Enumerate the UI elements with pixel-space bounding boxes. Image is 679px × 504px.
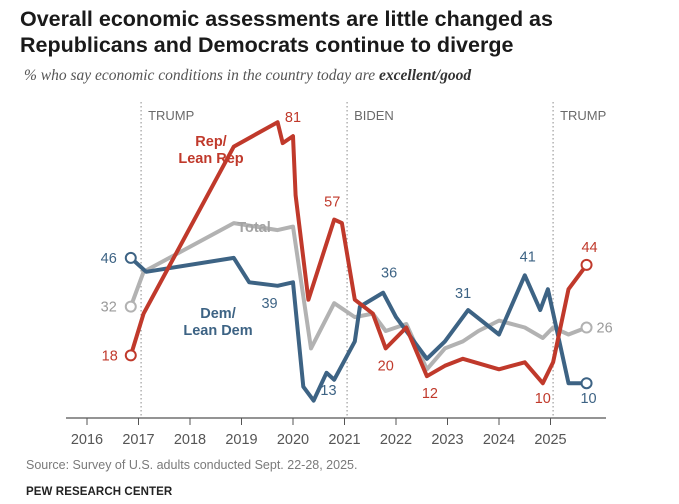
- x-tick-label: 2021: [328, 432, 360, 448]
- data-label-total: 32: [101, 300, 117, 316]
- data-label-dem: 41: [520, 249, 536, 265]
- endpoint-marker-dem: [124, 251, 137, 264]
- series-name-line: Dem/: [200, 306, 235, 322]
- period-label: TRUMP: [148, 108, 194, 123]
- pew-footer: PEW RESEARCH CENTER: [26, 486, 173, 498]
- data-label-rep: 10: [535, 391, 551, 407]
- x-tick-label: 2016: [71, 432, 103, 448]
- data-label-dem: 46: [101, 251, 117, 267]
- data-label-total: 26: [597, 321, 613, 337]
- data-label-dem: 13: [320, 383, 336, 399]
- data-label-rep: 57: [324, 195, 340, 211]
- x-tick-label: 2020: [277, 432, 309, 448]
- series-name-line: Lean Rep: [178, 151, 243, 167]
- x-axis: 2016 2017 2018 2019 2020 2021 2022 2023 2024 2025: [66, 417, 606, 448]
- data-label-rep: 18: [102, 348, 118, 364]
- series-line-rep: [128, 120, 589, 386]
- data-label-dem: 10: [580, 391, 596, 407]
- data-label-dem: 36: [381, 266, 397, 282]
- series-name-line: Lean Dem: [183, 323, 252, 339]
- endpoint-marker-dem: [580, 377, 593, 390]
- x-tick-label: 2025: [534, 432, 566, 448]
- data-label-rep: 44: [581, 240, 597, 256]
- data-label-rep: 81: [285, 110, 301, 126]
- x-tick-label: 2022: [380, 432, 412, 448]
- x-tick-label: 2019: [225, 432, 257, 448]
- x-tick-label: 2023: [431, 432, 463, 448]
- period-markers: TRUMP BIDEN TRUMP: [140, 102, 606, 418]
- data-label-rep: 20: [378, 358, 394, 374]
- series-name-line: Rep/: [195, 134, 226, 150]
- subtitle-emphasis: excellent/good: [379, 67, 472, 84]
- x-tick-label: 2018: [174, 432, 206, 448]
- endpoint-marker-rep: [124, 349, 137, 362]
- series-name-line: Total: [237, 220, 271, 236]
- data-label-dem: 31: [455, 286, 471, 302]
- x-tick-label: 2017: [122, 432, 154, 448]
- data-label-rep: 12: [422, 386, 438, 402]
- period-label: TRUMP: [560, 108, 606, 123]
- chart-subtitle: % who say economic conditions in the cou…: [24, 67, 471, 85]
- endpoint-marker-total: [124, 300, 137, 313]
- source-note: Source: Survey of U.S. adults conducted …: [26, 458, 358, 472]
- value-labels: 18 81 57 20 12 10 44 32 26 46 39 13 36 31 41 10: [101, 110, 613, 407]
- series-line-dem: [128, 255, 589, 403]
- series-name-dem: Dem/Lean Dem: [183, 306, 252, 339]
- endpoint-marker-total: [580, 321, 593, 334]
- data-label-dem: 39: [261, 296, 277, 312]
- series-name-total: Total: [237, 220, 271, 236]
- period-label: BIDEN: [354, 108, 394, 123]
- chart-title: Overall economic assessments are little …: [20, 7, 553, 57]
- endpoint-marker-rep: [580, 258, 593, 271]
- subtitle-text: % who say economic conditions in the cou…: [24, 67, 376, 84]
- series-line-total: [128, 221, 589, 372]
- x-tick-label: 2024: [483, 432, 515, 448]
- series-name-rep: Rep/Lean Rep: [178, 134, 243, 167]
